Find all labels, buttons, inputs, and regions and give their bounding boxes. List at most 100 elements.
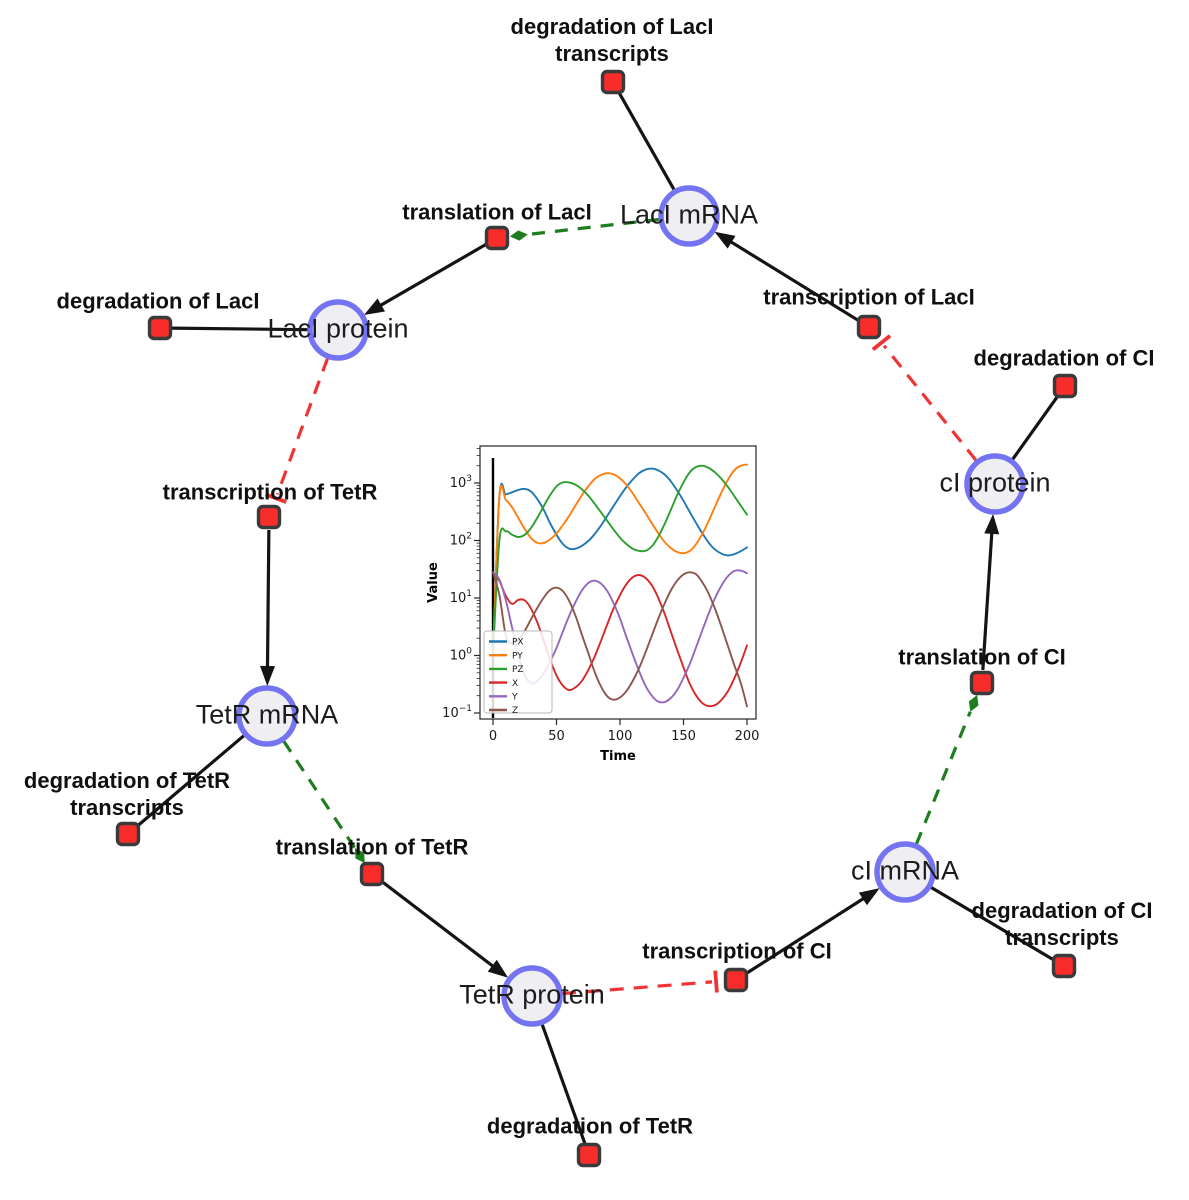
species-label-laci-protein: LacI protein [267, 313, 409, 344]
reaction-node-translation-tetr[interactable] [359, 861, 385, 887]
reaction-node-degradation-tetr-transcripts[interactable] [115, 821, 141, 847]
reaction-label-degradation-ci-transcripts: degradation of CI transcripts [972, 897, 1153, 951]
species-node-ci-mrna[interactable] [874, 841, 936, 903]
edge-consumption-laci-mrna-to-degradation-laci-transcripts [617, 90, 676, 191]
reaction-node-degradation-laci[interactable] [147, 315, 173, 341]
edge-inhibition-tetr-protein-to-transcription-ci [561, 970, 719, 996]
inhibition-tee-icon [713, 970, 719, 993]
reaction-node-degradation-tetr[interactable] [576, 1142, 602, 1168]
y-tick-label: 102 [450, 532, 472, 549]
species-label-tetr-protein: TetR protein [459, 979, 605, 1010]
series-line-PY [492, 463, 748, 657]
arrowhead-icon [487, 959, 509, 978]
x-axis-label: Time [600, 749, 636, 764]
reaction-label-line: degradation of TetR [23, 768, 231, 793]
edge-modifier-laci-mrna-to-translation-laci [509, 217, 660, 241]
reaction-label-line: transcription of TetR [162, 479, 378, 505]
reaction-label-line: transcripts [1005, 925, 1119, 950]
species-label-ci-mrna: cI mRNA [851, 855, 959, 886]
legend-label-Y: Y [511, 693, 518, 703]
species-label-laci-mrna: LacI mRNA [619, 199, 759, 230]
reaction-label-line: degradation of CI [971, 898, 1153, 923]
reaction-label-line: transcripts [70, 795, 184, 820]
species-label-ci-protein: cI protein [939, 467, 1051, 498]
y-tick-label: 101 [450, 589, 472, 606]
arrowhead-icon [714, 231, 736, 249]
y-tick-label: 100 [450, 647, 473, 664]
reaction-label-translation-laci: translation of LacI [402, 199, 591, 226]
reaction-label-line: degradation of LacI [510, 14, 714, 39]
diamond-arrowhead-icon [968, 695, 979, 712]
edge-modifier-ci-mrna-to-translation-ci [914, 695, 979, 845]
reaction-label-translation-tetr: translation of TetR [276, 834, 469, 861]
edge-production-translation-ci-to-ci-protein [981, 513, 1000, 671]
reaction-label-line: transcription of CI [642, 938, 832, 964]
reaction-label-transcription-laci: transcription of LacI [763, 284, 974, 311]
species-node-ci-protein[interactable] [964, 453, 1026, 515]
reaction-node-transcription-ci[interactable] [723, 967, 749, 993]
reaction-label-line: degradation of LacI [56, 288, 260, 314]
arrowhead-icon [363, 298, 386, 315]
series-line-X [492, 571, 748, 708]
species-node-laci-protein[interactable] [307, 299, 369, 361]
reaction-node-degradation-laci-transcripts[interactable] [600, 69, 626, 95]
inhibition-tee-icon [264, 492, 287, 504]
edge-inhibition-laci-protein-to-transcription-tetr [264, 357, 330, 504]
reaction-node-translation-laci[interactable] [484, 225, 510, 251]
species-node-tetr-mrna[interactable] [236, 685, 298, 747]
x-tick-label: 0 [489, 729, 497, 744]
reaction-label-line: translation of LacI [402, 199, 592, 225]
reaction-label-transcription-tetr: transcription of TetR [163, 479, 378, 506]
edge-production-transcription-ci-to-ci-mrna [746, 888, 880, 975]
species-node-laci-mrna[interactable] [658, 185, 720, 247]
arrowhead-icon [984, 513, 1000, 535]
reaction-node-degradation-ci-transcripts[interactable] [1051, 953, 1077, 979]
timecourse-chart: 0 50 100 150 20010−1100101102103TimeValuePXP… [426, 434, 770, 764]
reaction-label-line: degradation of CI [973, 345, 1155, 371]
reaction-node-degradation-ci[interactable] [1052, 373, 1078, 399]
edge-production-translation-laci-to-laci-protein [363, 243, 487, 315]
reaction-label-degradation-laci: degradation of LacI [57, 288, 260, 315]
reaction-label-degradation-laci-transcripts: degradation of LacI transcripts [511, 13, 714, 67]
species-nodes-layer [236, 185, 1026, 1027]
edge-consumption-laci-protein-to-degradation-laci [170, 326, 309, 332]
arrowhead-icon [858, 888, 880, 906]
diamond-arrowhead-icon [354, 848, 365, 864]
reaction-label-line: transcripts [555, 41, 669, 66]
legend-label-PY: PY [512, 651, 523, 661]
reaction-node-transcription-laci[interactable] [856, 314, 882, 340]
reaction-nodes-layer [115, 69, 1078, 1168]
reaction-label-degradation-tetr-transcripts: degradation of TetR transcripts [24, 767, 230, 821]
reaction-label-translation-ci: translation of CI [898, 644, 1065, 671]
legend-label-X: X [512, 679, 518, 689]
series-line-PX [492, 467, 748, 657]
chart-legend: PX PY PZ XYZ [483, 630, 553, 716]
x-tick-label: 200 [735, 729, 760, 744]
series-line-Z [492, 571, 748, 708]
reaction-label-degradation-ci: degradation of CI [974, 345, 1155, 372]
reaction-label-line: translation of TetR [275, 834, 469, 860]
edges-layer [135, 90, 1060, 1146]
reaction-node-translation-ci[interactable] [969, 670, 995, 696]
species-node-tetr-protein[interactable] [501, 965, 563, 1027]
edge-consumption-tetr-mrna-to-degradation-tetr-transcripts [135, 734, 246, 829]
edge-production-translation-tetr-to-tetr-protein [381, 880, 509, 978]
y-axis-label: Value [426, 562, 441, 603]
x-tick-label: 100 [608, 729, 633, 744]
reaction-node-transcription-tetr[interactable] [256, 504, 282, 530]
x-tick-label: 150 [671, 729, 696, 744]
legend-label-PZ: PZ [512, 665, 524, 675]
reaction-label-transcription-ci: transcription of CI [642, 938, 831, 965]
diamond-arrowhead-icon [509, 230, 528, 241]
edge-consumption-ci-protein-to-degradation-ci [1011, 394, 1060, 461]
edge-inhibition-ci-protein-to-transcription-laci [871, 334, 978, 462]
edge-production-transcription-tetr-to-tetr-mrna [260, 529, 276, 687]
y-tick-label: 103 [450, 474, 472, 491]
legend-label-Z: Z [512, 706, 518, 716]
legend-label-PX: PX [512, 638, 524, 648]
x-tick-label: 50 [548, 729, 565, 744]
inhibition-tee-icon [871, 334, 892, 351]
edge-modifier-tetr-mrna-to-translation-tetr [282, 740, 365, 864]
